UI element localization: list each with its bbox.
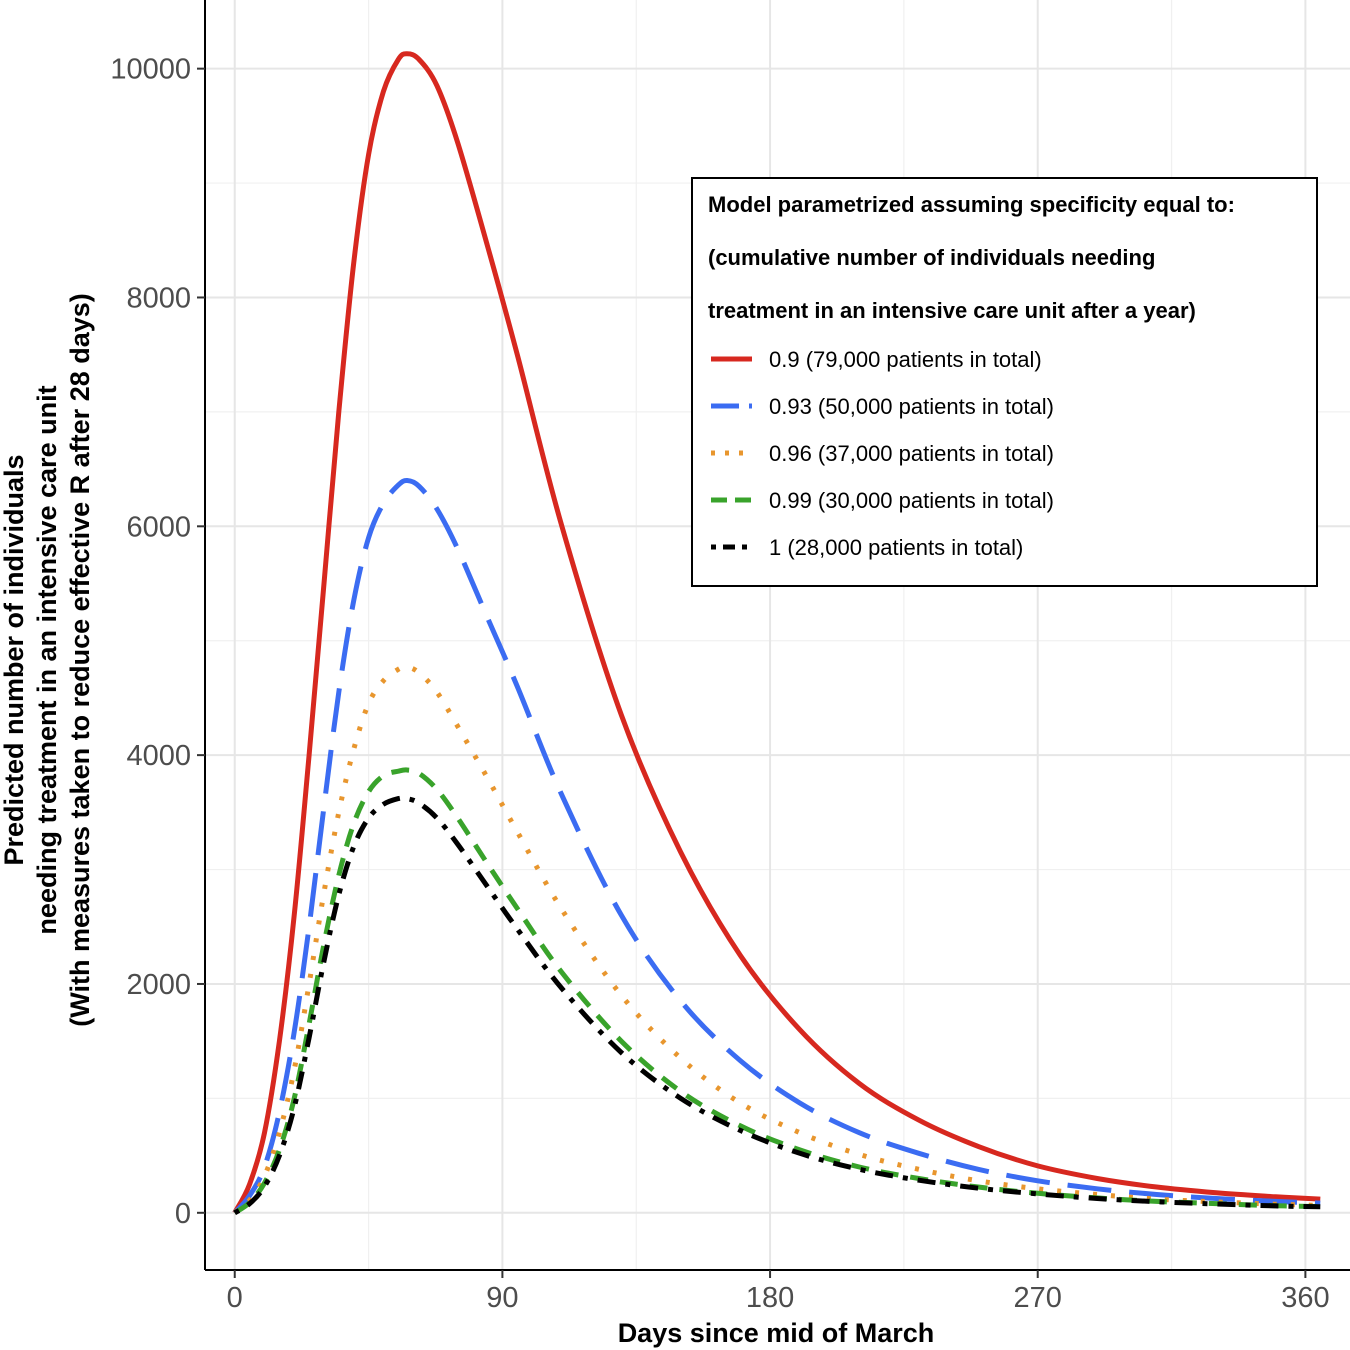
y-axis-title-line-1: Predicted number of individuals	[0, 454, 29, 865]
y-tick-label: 6000	[126, 511, 191, 543]
series-line-2	[232, 477, 1321, 1215]
legend-entries: 0.9 (79,000 patients in total) 0.93 (50,0…	[711, 347, 1054, 560]
legend-title-line-3: treatment in an intensive care unit afte…	[708, 298, 1196, 323]
legend-label-3: 0.96 (37,000 patients in total)	[769, 441, 1054, 466]
series-line-5	[233, 795, 1321, 1215]
legend-label-2: 0.93 (50,000 patients in total)	[769, 394, 1054, 419]
legend-box	[691, 177, 1318, 587]
y-axis-title-line-2: needing treatment in an intensive care u…	[32, 385, 62, 934]
series-line-4	[233, 767, 1321, 1215]
y-tick-label: 8000	[126, 282, 191, 314]
x-tick-label: 0	[227, 1282, 243, 1314]
legend-label-1: 0.9 (79,000 patients in total)	[769, 347, 1042, 372]
x-tick-label: 180	[746, 1282, 794, 1314]
series-line-3	[233, 664, 1321, 1215]
series-lines	[232, 51, 1321, 1215]
y-tick-label: 0	[175, 1198, 191, 1230]
y-tick-label: 4000	[126, 740, 191, 772]
legend: Model parametrized assuming specificity …	[691, 177, 1318, 587]
x-tick-label: 360	[1281, 1282, 1329, 1314]
x-tick-label: 90	[486, 1282, 518, 1314]
series-line-1	[232, 51, 1321, 1215]
axes	[204, 0, 1350, 1271]
y-tick-label: 10000	[110, 54, 191, 86]
legend-label-5: 1 (28,000 patients in total)	[769, 535, 1023, 560]
y-axis-title: Predicted number of individuals needing …	[0, 293, 95, 1027]
legend-title-line-1: Model parametrized assuming specificity …	[708, 192, 1235, 217]
legend-label-4: 0.99 (30,000 patients in total)	[769, 488, 1054, 513]
x-axis-title: Days since mid of March	[618, 1318, 935, 1348]
ticks: 0 2000 4000 6000 8000 10000 0 90 180 270 360	[110, 54, 1329, 1314]
y-tick-label: 2000	[126, 969, 191, 1001]
x-tick-label: 270	[1014, 1282, 1062, 1314]
y-axis-title-line-3: (With measures taken to reduce effective…	[65, 293, 95, 1027]
legend-title-line-2: (cumulative number of individuals needin…	[708, 245, 1155, 270]
